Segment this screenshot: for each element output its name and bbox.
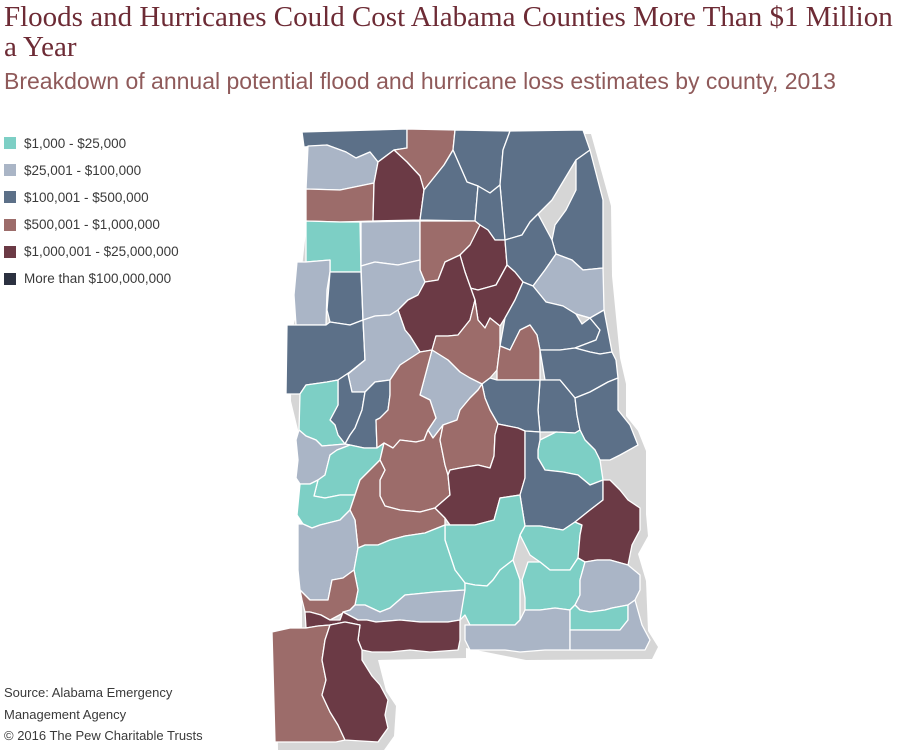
page-title: Floods and Hurricanes Could Cost Alabama… — [4, 1, 893, 63]
county-montgomery — [574, 479, 641, 566]
legend-item: More than $100,000,000 — [4, 269, 179, 289]
page-subtitle: Breakdown of annual potential flood and … — [4, 68, 836, 94]
county-franklin — [419, 149, 479, 222]
legend-swatch — [4, 245, 16, 258]
legend-item: $100,001 - $500,000 — [4, 187, 179, 207]
legend-item: $500,001 - $1,000,000 — [4, 215, 179, 235]
legend-label: $500,001 - $1,000,000 — [24, 217, 160, 233]
legend-item: $1,000,001 - $25,000,000 — [4, 242, 179, 262]
county-conecuh — [569, 599, 651, 651]
county-monroe — [459, 559, 521, 626]
copyright: © 2016 The Pew Charitable Trusts — [4, 728, 203, 743]
legend-label: $100,001 - $500,000 — [24, 189, 149, 205]
legend-swatch — [4, 137, 16, 149]
legend-label: $1,000 - $25,000 — [24, 135, 127, 151]
legend-label: $1,000,001 - $25,000,000 — [24, 244, 179, 260]
legend-label: More than $100,000,000 — [24, 271, 172, 287]
legend-swatch — [4, 272, 16, 285]
legend: $1,000 - $25,000 $25,001 - $100,000 $100… — [4, 133, 179, 296]
source-line: Management Agency — [4, 706, 127, 722]
source-line: Source: Alabama Emergency — [4, 685, 173, 700]
county-layer — [271, 128, 651, 743]
legend-swatch — [4, 218, 16, 231]
county-winston — [360, 220, 421, 267]
county-coffee — [321, 621, 389, 743]
legend-label: $25,001 - $100,000 — [24, 162, 142, 178]
county-lamar — [293, 259, 331, 326]
legend-item: $1,000 - $25,000 — [4, 133, 179, 153]
legend-swatch — [4, 164, 16, 177]
legend-swatch — [4, 191, 16, 204]
legend-item: $25,001 - $100,000 — [4, 160, 179, 180]
county-fayette — [326, 271, 364, 326]
footer: Source: Alabama Emergency Management Age… — [4, 682, 203, 747]
